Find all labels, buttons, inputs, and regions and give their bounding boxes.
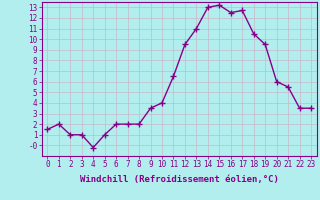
X-axis label: Windchill (Refroidissement éolien,°C): Windchill (Refroidissement éolien,°C) [80,175,279,184]
